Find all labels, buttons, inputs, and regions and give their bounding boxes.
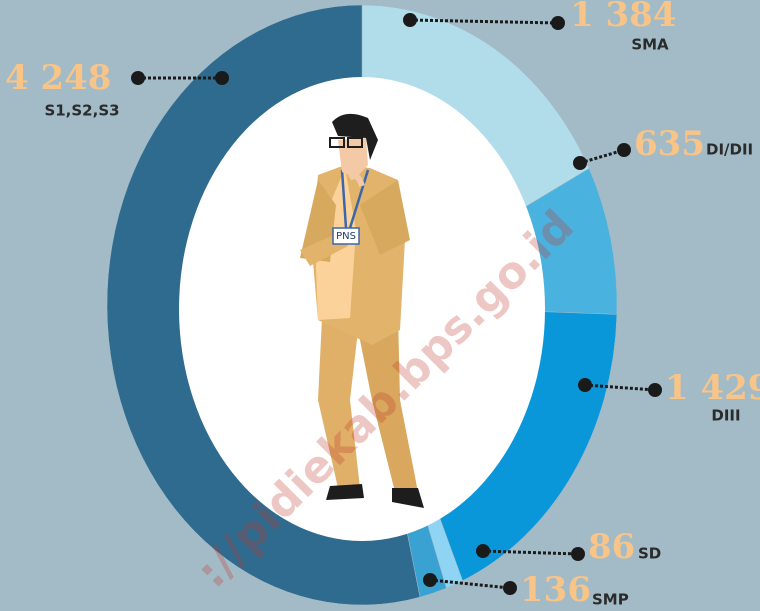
value-label: 1 384	[570, 0, 676, 35]
connector-dot	[551, 16, 565, 30]
connector-dot	[423, 573, 437, 587]
value-label: 1 429	[665, 368, 760, 408]
connector-dot	[573, 156, 587, 170]
category-label: DIII	[711, 407, 740, 425]
value-label: 86	[588, 527, 635, 567]
connector-dot	[215, 71, 229, 85]
chart: PNS 1 384SMA 635DI/DII 1 429DIII 86SD 136SMP…	[0, 0, 760, 611]
connector-dot	[578, 378, 592, 392]
value-label: 136	[520, 570, 591, 610]
category-label: SD	[638, 545, 661, 563]
connector-dot	[617, 143, 631, 157]
connector-dot	[571, 547, 585, 561]
category-label: DI/DII	[706, 141, 753, 159]
connector-dot	[476, 544, 490, 558]
connector-dot	[503, 581, 517, 595]
connector-dot	[403, 13, 417, 27]
connector-dot	[648, 383, 662, 397]
connector-dot	[131, 71, 145, 85]
category-label: S1,S2,S3	[44, 102, 119, 120]
category-label: SMA	[631, 36, 669, 54]
category-label: SMP	[592, 591, 629, 609]
badge-text: PNS	[336, 231, 356, 242]
value-label: 635	[634, 124, 705, 164]
value-label: 4 248	[5, 58, 111, 98]
